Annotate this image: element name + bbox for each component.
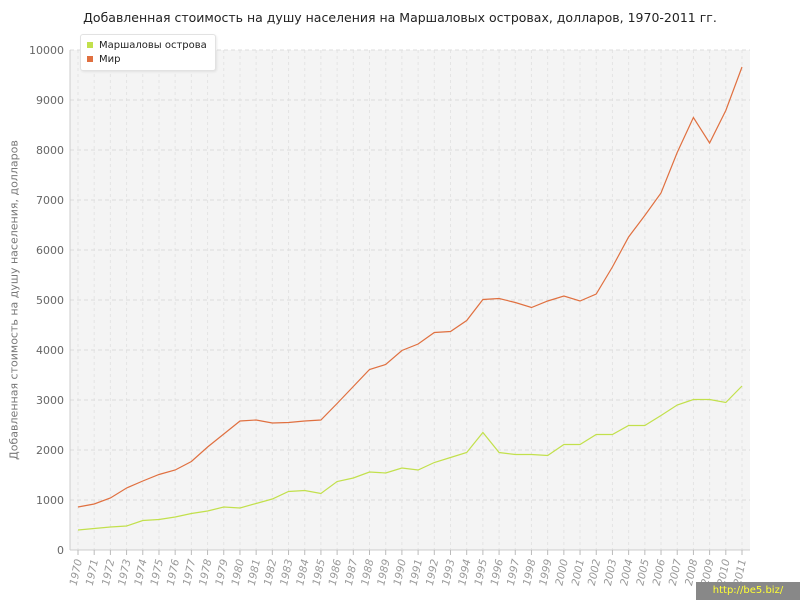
x-tick-label: 1987 <box>343 558 360 587</box>
x-tick-label: 1982 <box>262 558 279 587</box>
x-tick-label: 1996 <box>489 558 506 587</box>
legend-item-marshall[interactable]: Маршаловы острова <box>87 38 207 52</box>
y-tick-label: 1000 <box>36 494 64 507</box>
x-tick-label: 1999 <box>537 558 554 587</box>
y-tick-label: 0 <box>57 544 64 557</box>
y-tick-label: 9000 <box>36 94 64 107</box>
x-tick-label: 1997 <box>505 558 522 587</box>
x-tick-label: 1976 <box>165 558 182 587</box>
x-tick-label: 1984 <box>294 558 311 587</box>
chart-title: Добавленная стоимость на душу населения … <box>83 10 717 25</box>
legend-label-marshall: Маршаловы острова <box>99 39 207 51</box>
x-tick-label: 1992 <box>424 558 441 587</box>
y-tick-label: 8000 <box>36 144 64 157</box>
x-tick-label: 2001 <box>570 558 587 587</box>
legend: Маршаловы острова Мир <box>80 34 216 71</box>
x-tick-label: 1977 <box>181 558 198 587</box>
x-tick-labels: 1970197119721973197419751976197719781979… <box>68 558 749 587</box>
y-tick-label: 2000 <box>36 444 64 457</box>
legend-swatch-marshall <box>87 42 93 48</box>
x-tick-label: 1972 <box>100 558 117 587</box>
x-tick-label: 1995 <box>473 558 490 587</box>
x-tick-label: 1983 <box>278 558 295 587</box>
x-tick-label: 1988 <box>359 558 376 587</box>
x-tick-label: 1974 <box>132 558 149 587</box>
x-tick-label: 2008 <box>683 558 700 587</box>
grid-lines <box>70 49 750 551</box>
y-tick-label: 4000 <box>36 344 64 357</box>
x-tick-label: 1981 <box>246 558 263 587</box>
x-tick-label: 1990 <box>392 558 409 587</box>
x-tick-label: 1973 <box>116 558 133 587</box>
x-tick-label: 1991 <box>408 558 425 587</box>
y-tick-labels: 0 1000 2000 3000 4000 5000 6000 7000 8000 9000 100… <box>29 44 64 557</box>
y-tick-label: 6000 <box>36 244 64 257</box>
x-tick-label: 2004 <box>618 558 635 587</box>
y-tick-label: 3000 <box>36 394 64 407</box>
x-tick-label: 2002 <box>586 558 603 587</box>
x-tick-label: 1994 <box>456 558 473 587</box>
x-tick-label: 2003 <box>602 558 619 587</box>
series-lines <box>77 66 743 531</box>
y-tick-label: 7000 <box>36 194 64 207</box>
x-tick-label: 1970 <box>68 558 85 587</box>
x-tick-label: 1975 <box>149 558 166 587</box>
series-line-world <box>77 66 743 508</box>
x-tick-label: 2000 <box>553 558 570 587</box>
x-tick-label: 1980 <box>230 558 247 587</box>
x-tick-label: 2011 <box>732 558 749 587</box>
x-tick-label: 1998 <box>521 558 538 587</box>
x-tick-label: 2007 <box>667 558 684 587</box>
legend-item-world[interactable]: Мир <box>87 52 207 66</box>
x-tick-label: 1985 <box>311 558 328 587</box>
x-tick-label: 2010 <box>715 558 732 587</box>
x-tick-label: 2009 <box>699 558 716 587</box>
series-line-marshall <box>77 385 743 531</box>
x-tick-label: 1978 <box>197 558 214 587</box>
x-tick-label: 1971 <box>84 558 101 587</box>
watermark-link[interactable]: http://be5.biz/ <box>696 582 800 600</box>
legend-swatch-world <box>87 56 93 62</box>
x-tick-label: 1979 <box>213 558 230 587</box>
x-tick-label: 2006 <box>651 558 668 587</box>
x-tick-label: 1986 <box>327 558 344 587</box>
y-tick-label: 5000 <box>36 294 64 307</box>
y-tick-label: 10000 <box>29 44 64 57</box>
x-tick-label: 2005 <box>634 558 651 587</box>
x-tick-label: 1989 <box>375 558 392 587</box>
x-tick-label: 1993 <box>440 558 457 587</box>
axes <box>69 50 750 555</box>
legend-label-world: Мир <box>99 53 121 65</box>
